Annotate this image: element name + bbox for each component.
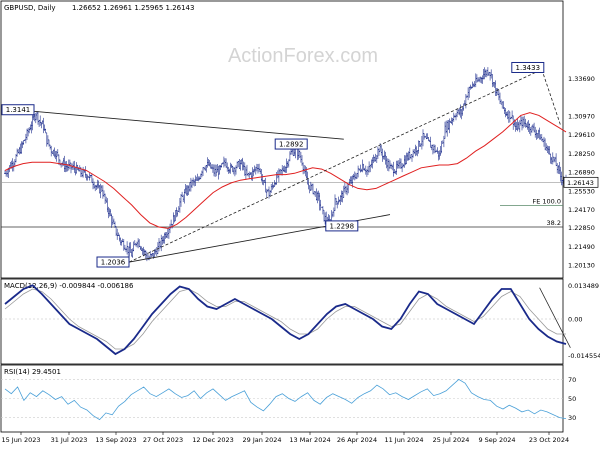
annotation-label: 1.2892 [279, 141, 304, 149]
price-tick-label: 1.30970 [568, 112, 595, 120]
rsi-tick-label: 30 [568, 414, 576, 422]
price-tick-label: 1.21490 [568, 243, 595, 251]
rsi-tick-label: 50 [568, 395, 576, 403]
x-tick-label: 27 Oct 2023 [143, 436, 183, 444]
x-tick-label: 13 Sep 2023 [95, 436, 136, 444]
price-tick-label: 1.29610 [568, 131, 595, 139]
price-annotation: 1.2892 [274, 138, 308, 150]
annotation-box [274, 138, 308, 150]
rsi-tick-label: 70 [568, 376, 576, 384]
trendline [15, 109, 344, 140]
price-tick-label: 1.22850 [568, 224, 595, 232]
level-label: FE 100.0 [532, 198, 561, 206]
rsi-label: RSI(14) 29.4501 [4, 368, 61, 376]
price-annotation: 1.3433 [511, 61, 545, 73]
annotation-label: 1.3141 [6, 106, 31, 114]
price-tick-label: 1.26890 [568, 169, 595, 177]
price-annotation: 1.2298 [325, 220, 359, 232]
ohlc-readout: 1.26652 1.26961 1.25965 1.26143 [72, 4, 194, 12]
x-tick-label: 13 Mar 2024 [289, 436, 330, 444]
x-tick-label: 11 Jun 2024 [384, 436, 423, 444]
x-tick-label: 31 Jul 2023 [51, 436, 88, 444]
macd-label: MACD(12,26,9) -0.009844 -0.006186 [4, 282, 134, 290]
rsi-line [4, 378, 567, 421]
annotation-box [1, 104, 35, 116]
annotation-box [511, 61, 545, 73]
chart-title: GBPUSD, Daily [4, 4, 56, 12]
macd-tick-label: 0.00 [568, 316, 582, 324]
macd-tick-label: 0.013489 [568, 282, 599, 290]
annotation-label: 1.2036 [101, 259, 126, 267]
macd-pane [0, 278, 564, 365]
x-tick-label: 9 Sep 2024 [478, 436, 515, 444]
x-tick-label: 15 Jun 2023 [1, 436, 40, 444]
annotation-label: 1.2298 [330, 222, 355, 230]
price-annotation: 1.3141 [1, 104, 35, 116]
x-tick-label: 25 Jul 2024 [433, 436, 470, 444]
dashed-line [129, 69, 542, 263]
macd-trendline [539, 287, 571, 348]
price-annotation: 1.2036 [96, 256, 130, 268]
moving-average-line [4, 112, 567, 229]
annotation-label: 1.3433 [516, 64, 541, 72]
price-tick-label: 1.25530 [568, 187, 595, 195]
last-price-box [563, 176, 599, 188]
x-tick-label: 12 Dec 2023 [192, 436, 234, 444]
macd-main-line [4, 284, 567, 356]
watermark: ActionForex.com [228, 45, 378, 67]
level-label: 38.2 [547, 219, 561, 227]
x-tick-label: 29 Jan 2024 [243, 436, 282, 444]
x-tick-label: 26 Apr 2024 [337, 436, 377, 444]
annotation-box [96, 256, 130, 268]
price-tick-label: 1.33690 [568, 75, 595, 83]
last-price-label: 1.26143 [567, 179, 594, 187]
price-tick-label: 1.20130 [568, 262, 595, 270]
x-tick-label: 23 Oct 2024 [529, 436, 569, 444]
price-tick-label: 1.28250 [568, 150, 595, 158]
macd-signal-line [4, 288, 566, 350]
price-tick-label: 1.24170 [568, 206, 595, 214]
macd-tick-label: -0.014554 [568, 352, 600, 360]
annotation-box [325, 220, 359, 232]
